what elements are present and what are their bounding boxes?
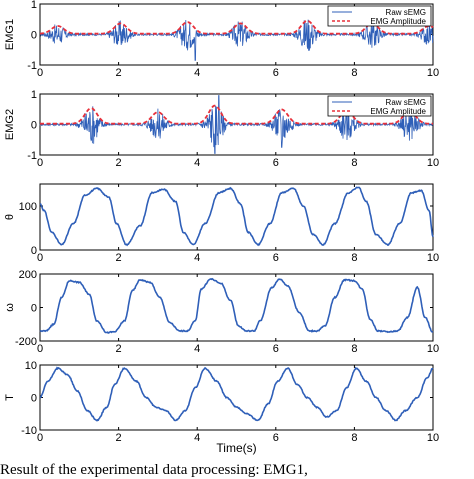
panel-1-xtick-label: 10: [427, 67, 439, 79]
panel-1-xtick-label: 6: [273, 67, 279, 79]
panel-5-xtick-label: 10: [427, 432, 439, 444]
panel-5-xtick-label: 8: [351, 432, 357, 444]
panel-3-ytick-label: 100: [19, 201, 37, 213]
panel-3-xtick-label: 6: [273, 252, 279, 264]
panel-1-xtick-label: 4: [194, 67, 200, 79]
panel-5-axes-box: [39, 364, 434, 431]
panel-4-axes-box: [39, 273, 434, 342]
panel-3-ytick-label: 0: [31, 245, 37, 257]
panel-3-xtick-label: 4: [194, 252, 200, 264]
panel-1-ytick-label: -1: [27, 60, 37, 72]
panel-4-xtick-label: 6: [273, 343, 279, 355]
panel-4-ytick-label: 200: [19, 269, 37, 281]
panel-2-xtick-label: 4: [194, 157, 200, 169]
panel-1-raw-semg-line: [39, 19, 434, 61]
panel-2-legend-raw-label: Raw sEMG: [386, 98, 426, 107]
panel-2-xtick-label: 8: [351, 157, 357, 169]
panel-4-ylabel: ω: [4, 303, 16, 312]
panel-5-ytick-label: -10: [21, 425, 37, 437]
panel-2-legend-amp-label: EMG Amplitude: [370, 107, 426, 116]
panel-2-xtick-label: 2: [116, 157, 122, 169]
panel-4-xtick-label: 4: [194, 343, 200, 355]
panel-4-xtick-label: 8: [351, 343, 357, 355]
panel-1-xtick-label: 2: [116, 67, 122, 79]
panel-3-axes-box: [39, 183, 434, 251]
panel-5-xtick-label: 4: [194, 432, 200, 444]
panel-3-xtick-label: 2: [116, 252, 122, 264]
panel-4-xtick-label: 0: [37, 343, 43, 355]
panel-1-ytick-label: 0: [31, 30, 37, 42]
panel-4-ytick-label: -200: [15, 336, 37, 348]
panel-2-xtick-label: 6: [273, 157, 279, 169]
panel-3-ylabel: θ: [4, 214, 16, 220]
panel-1-legend-box: [327, 5, 432, 27]
panel-2-xtick-label: 0: [37, 157, 43, 169]
panel-1-legend-raw-label: Raw sEMG: [386, 8, 426, 17]
panel-5-xtick-label: 6: [273, 432, 279, 444]
panel-5-ytick-label: 10: [25, 360, 37, 372]
panel-1-xtick-label: 8: [351, 67, 357, 79]
panel-2-legend-box: [327, 95, 432, 117]
figure-caption: Result of the experimental data processi…: [0, 462, 308, 478]
panel-4-ytick-label: 0: [31, 303, 37, 315]
panel-3-series-line: [39, 186, 434, 247]
panel-2-xtick-label: 10: [427, 157, 439, 169]
panel-3-xtick-label: 8: [351, 252, 357, 264]
panel-2-ylabel: EMG2: [4, 109, 16, 140]
panel-4-series-line: [39, 277, 434, 334]
panel-5-xtick-label: 2: [116, 432, 122, 444]
panel-5-ytick-label: 0: [31, 393, 37, 405]
panel-2-emg-amplitude-line: [40, 104, 433, 125]
panel-3-xtick-label: 0: [37, 252, 43, 264]
panel-2-ytick-label: 1: [31, 89, 37, 101]
panel-3-xtick-label: 10: [427, 252, 439, 264]
panel-5-xlabel: Time(s): [216, 441, 256, 455]
panel-2-ytick-label: 0: [31, 120, 37, 132]
panel-1-ytick-label: 1: [31, 0, 37, 11]
panel-1-xtick-label: 0: [37, 67, 43, 79]
panel-5-xtick-label: 0: [37, 432, 43, 444]
panel-4-xtick-label: 10: [427, 343, 439, 355]
panel-4-xtick-label: 2: [116, 343, 122, 355]
panel-1-ylabel: EMG1: [4, 19, 16, 50]
panel-1-legend-amp-label: EMG Amplitude: [370, 17, 426, 26]
panel-2-ytick-label: -1: [27, 150, 37, 162]
panel-5-ylabel: T: [4, 394, 16, 401]
panel-5-series-line: [39, 366, 434, 422]
